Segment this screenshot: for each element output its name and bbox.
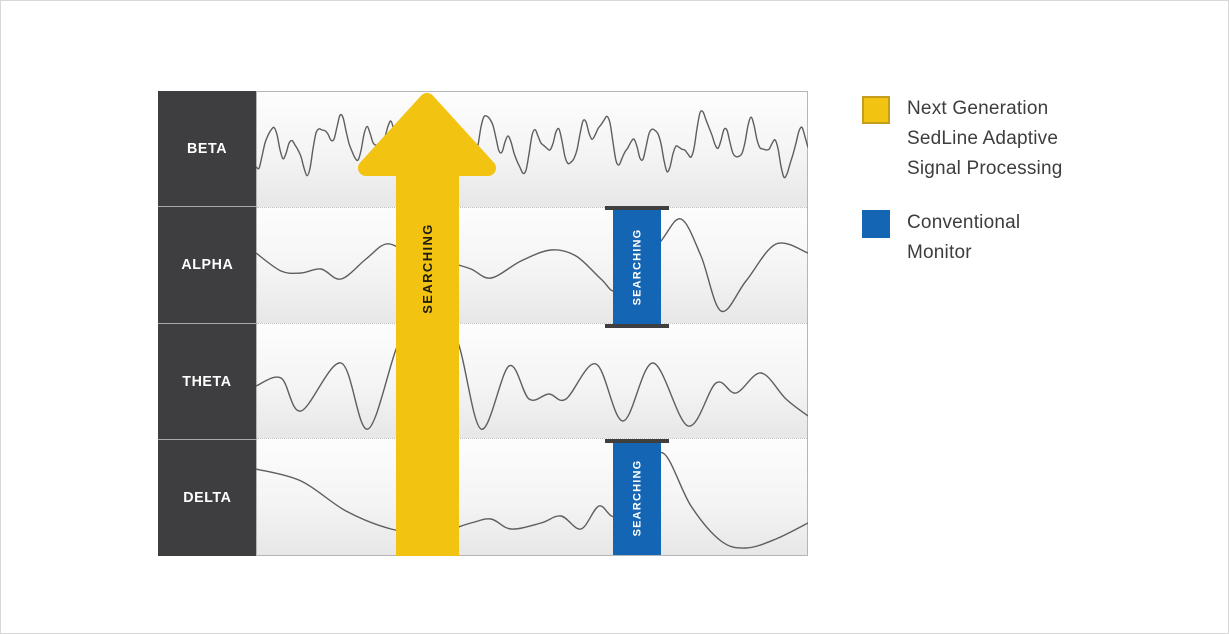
legend-swatch-adaptive [862, 96, 890, 124]
band-label-sidebar: BETA ALPHA THETA DELTA [158, 91, 256, 556]
band-row-theta-header: THETA [158, 323, 256, 440]
adaptive-searching-label: SEARCHING [420, 223, 436, 314]
legend-item-adaptive: Next Generation SedLine Adaptive Signal … [862, 94, 1062, 184]
band-row-delta-header: DELTA [158, 439, 256, 556]
conventional-searching-label-delta: SEARCHING [631, 459, 643, 537]
bar-cap-icon [605, 324, 669, 328]
plot-area [256, 91, 808, 556]
legend-item-conventional: Conventional Monitor [862, 208, 1062, 268]
conventional-searching-label-alpha: SEARCHING [631, 228, 643, 306]
legend-label-adaptive: Next Generation SedLine Adaptive Signal … [907, 98, 1063, 179]
legend-label-conventional: Conventional Monitor [907, 212, 1021, 263]
band-row-alpha-header: ALPHA [158, 207, 256, 324]
conventional-monitor-bar-delta: SEARCHING [605, 439, 669, 555]
band-label-delta: DELTA [182, 489, 232, 507]
band-lane-alpha [257, 207, 807, 324]
band-lane-beta [257, 92, 807, 208]
bar-cap-icon [605, 439, 669, 443]
conventional-monitor-bar-alpha: SEARCHING [605, 206, 669, 328]
eeg-band-chart: BETA ALPHA THETA DELTA [158, 91, 808, 556]
legend-swatch-conventional [862, 210, 890, 238]
band-row-beta-header: BETA [158, 91, 256, 208]
band-label-alpha: ALPHA [181, 256, 233, 274]
band-lane-theta [257, 323, 807, 440]
legend: Next Generation SedLine Adaptive Signal … [862, 94, 1062, 292]
bar-cap-icon [605, 206, 669, 210]
band-lane-delta [257, 439, 807, 555]
band-label-beta: BETA [186, 140, 228, 158]
band-label-theta: THETA [182, 372, 232, 390]
